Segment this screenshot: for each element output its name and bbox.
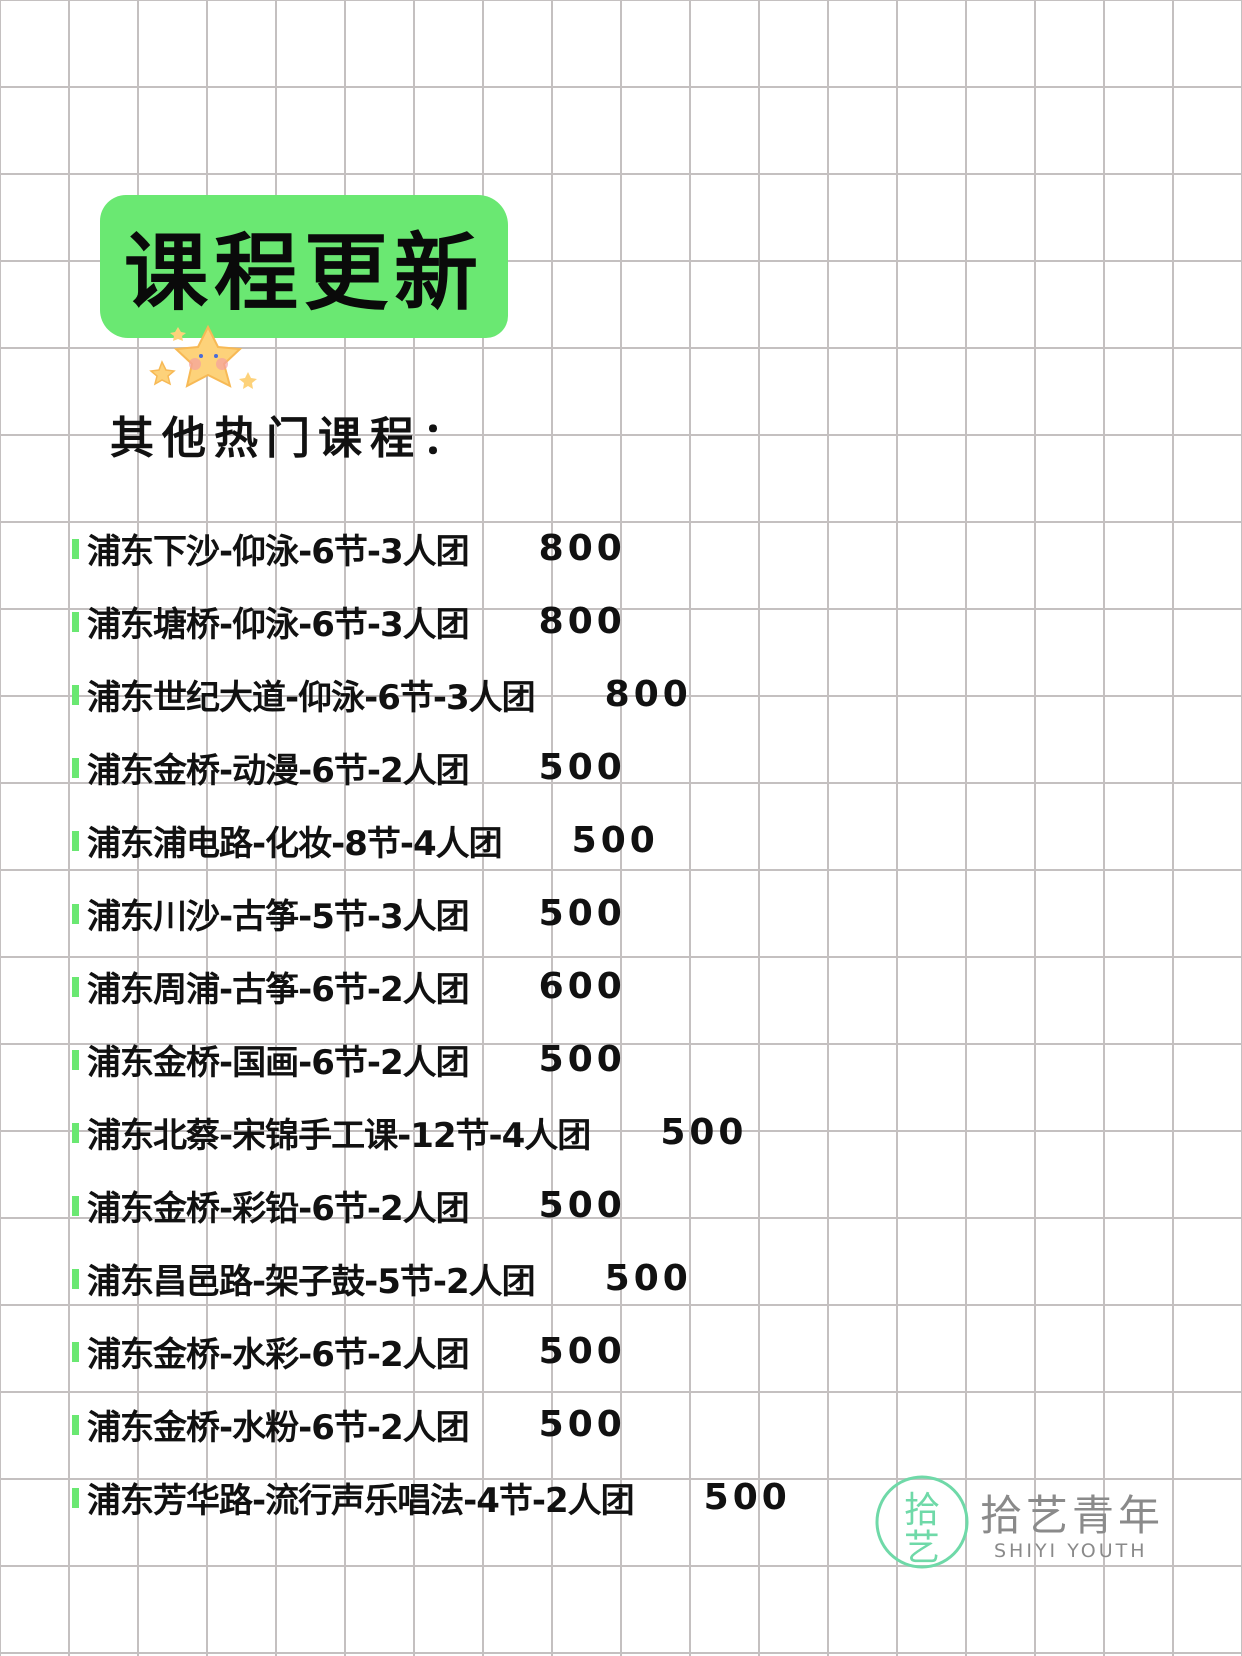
course-price: 500 (604, 1258, 692, 1299)
course-name: 浦东北蔡-宋锦手工课-12节-4人团 (87, 1116, 591, 1156)
course-price: 500 (538, 747, 626, 788)
course-item: 浦东金桥-水粉-6节-2人团 500 (72, 1388, 791, 1461)
course-name: 浦东塘桥-仰泳-6节-3人团 (87, 605, 470, 645)
course-price: 500 (538, 1331, 626, 1372)
bullet-marker (72, 538, 79, 559)
bullet-marker (72, 1268, 79, 1289)
course-item: 浦东下沙-仰泳-6节-3人团 800 (72, 512, 791, 585)
course-name: 浦东昌邑路-架子鼓-5节-2人团 (87, 1262, 536, 1302)
logo-mark-icon: 拾 艺 (875, 1475, 969, 1569)
course-item: 浦东金桥-水彩-6节-2人团 500 (72, 1315, 791, 1388)
bullet-marker (72, 976, 79, 997)
star-decoration-icon (149, 324, 257, 389)
bullet-marker (72, 1049, 79, 1070)
course-price: 500 (538, 1404, 626, 1445)
course-price: 500 (571, 820, 659, 861)
course-price: 800 (538, 601, 626, 642)
course-item: 浦东世纪大道-仰泳-6节-3人团 800 (72, 658, 791, 731)
course-price: 600 (538, 966, 626, 1007)
course-item: 浦东金桥-国画-6节-2人团 500 (72, 1023, 791, 1096)
course-item: 浦东川沙-古筝-5节-3人团 500 (72, 877, 791, 950)
bullet-marker (72, 1341, 79, 1362)
course-name: 浦东金桥-彩铅-6节-2人团 (87, 1189, 470, 1229)
bullet-marker (72, 903, 79, 924)
logo-name: 拾艺青年 (980, 1491, 1165, 1540)
course-item: 浦东浦电路-化妆-8节-4人团 500 (72, 804, 791, 877)
logo-english: SHIYI YOUTH (994, 1540, 1148, 1562)
brand-logo: 拾 艺 拾艺青年 SHIYI YOUTH (872, 1468, 1202, 1578)
course-price: 800 (604, 674, 692, 715)
course-name: 浦东金桥-水彩-6节-2人团 (87, 1335, 470, 1375)
page-title: 课程更新 (123, 224, 484, 322)
bullet-marker (72, 1414, 79, 1435)
bullet-marker (72, 1122, 79, 1143)
bullet-marker (72, 684, 79, 705)
course-name: 浦东浦电路-化妆-8节-4人团 (87, 824, 503, 864)
course-price: 500 (538, 1039, 626, 1080)
course-item: 浦东昌邑路-架子鼓-5节-2人团 500 (72, 1242, 791, 1315)
svg-text:拾: 拾 (904, 1490, 940, 1531)
bullet-marker (72, 611, 79, 632)
bullet-marker (72, 830, 79, 851)
course-name: 浦东芳华路-流行声乐唱法-4节-2人团 (87, 1481, 635, 1521)
course-item: 浦东塘桥-仰泳-6节-3人团 800 (72, 585, 791, 658)
svg-text:艺: 艺 (904, 1528, 940, 1569)
bullet-marker (72, 1487, 79, 1508)
course-item: 浦东北蔡-宋锦手工课-12节-4人团 500 (72, 1096, 791, 1169)
course-item: 浦东金桥-动漫-6节-2人团 500 (72, 731, 791, 804)
course-name: 浦东周浦-古筝-6节-2人团 (87, 970, 470, 1010)
bullet-marker (72, 757, 79, 778)
course-price: 500 (660, 1112, 748, 1153)
section-subtitle: 其他热门课程： (110, 413, 474, 464)
course-name: 浦东世纪大道-仰泳-6节-3人团 (87, 678, 536, 718)
course-price: 500 (703, 1477, 791, 1518)
course-price: 500 (538, 1185, 626, 1226)
course-price: 800 (538, 528, 626, 569)
course-item: 浦东金桥-彩铅-6节-2人团 500 (72, 1169, 791, 1242)
course-item: 浦东芳华路-流行声乐唱法-4节-2人团 500 (72, 1461, 791, 1534)
title-banner: 课程更新 (100, 195, 508, 338)
course-item: 浦东周浦-古筝-6节-2人团 600 (72, 950, 791, 1023)
bullet-marker (72, 1195, 79, 1216)
course-name: 浦东下沙-仰泳-6节-3人团 (87, 532, 470, 572)
course-name: 浦东金桥-国画-6节-2人团 (87, 1043, 470, 1083)
course-list: 浦东下沙-仰泳-6节-3人团 800 浦东塘桥-仰泳-6节-3人团 800 浦东世纪大道… (72, 512, 791, 1534)
course-name: 浦东金桥-水粉-6节-2人团 (87, 1408, 470, 1448)
course-name: 浦东川沙-古筝-5节-3人团 (87, 897, 470, 937)
course-price: 500 (538, 893, 626, 934)
course-name: 浦东金桥-动漫-6节-2人团 (87, 751, 470, 791)
